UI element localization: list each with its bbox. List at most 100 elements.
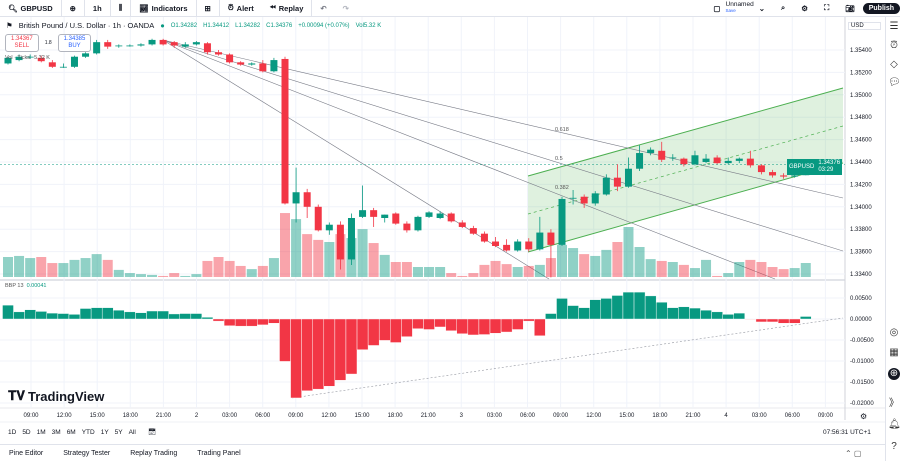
clock[interactable]: 07:56:31 UTC+1 bbox=[823, 429, 871, 436]
volume-bar bbox=[379, 254, 390, 277]
price-tick-label: 1.35000 bbox=[850, 93, 872, 99]
bbp-bar bbox=[744, 318, 757, 320]
tab-strategy-tester[interactable]: Strategy Tester bbox=[63, 449, 111, 457]
candle-body bbox=[436, 213, 444, 218]
range-button-5d[interactable]: 5D bbox=[22, 428, 31, 436]
compare-button[interactable]: ⊕ bbox=[62, 0, 85, 17]
bbp-bar bbox=[534, 318, 546, 336]
candle-body bbox=[569, 197, 577, 199]
bbp-bar bbox=[434, 318, 446, 328]
replay-button[interactable]: ⏪︎ Replay bbox=[262, 0, 313, 17]
candle-body bbox=[746, 158, 754, 166]
collapse-panel-icon[interactable]: ⌃ ▢ bbox=[845, 449, 862, 458]
bbp-bar bbox=[556, 298, 568, 320]
ohlc-volume: Vol5.32 K bbox=[355, 22, 382, 29]
candle-body bbox=[525, 241, 533, 250]
buy-label: BUY bbox=[68, 43, 81, 49]
channel-upper-line bbox=[527, 87, 844, 177]
buy-button[interactable]: 1.34385 BUY bbox=[57, 34, 92, 52]
channel-mid-line bbox=[527, 125, 844, 215]
bbp-tick-label: -0.02000 bbox=[850, 401, 874, 407]
price-tag-price: 1.34376 bbox=[818, 160, 841, 166]
candle-body bbox=[691, 155, 699, 165]
bbp-bar bbox=[656, 302, 668, 320]
publish-button[interactable]: Publish bbox=[862, 2, 900, 14]
price-tick-label: 1.34800 bbox=[850, 115, 872, 121]
tab-pine-editor[interactable]: Pine Editor bbox=[9, 449, 44, 457]
layout-menu[interactable]: ▢ Unnamed Save ⌄ bbox=[705, 0, 773, 17]
bbp-bar bbox=[234, 318, 247, 327]
range-button-6m[interactable]: 6M bbox=[66, 428, 76, 436]
quick-search-button[interactable]: ⌕ bbox=[773, 0, 793, 17]
range-button-1y[interactable]: 1Y bbox=[100, 428, 109, 436]
chevron-down-icon: ⌄ bbox=[758, 3, 765, 13]
candle-body bbox=[59, 66, 67, 68]
volume-bar bbox=[324, 242, 335, 277]
calendar-icon[interactable]: ▦ bbox=[889, 347, 899, 358]
broadcast-icon[interactable]: 》 bbox=[889, 398, 899, 409]
range-button-1m[interactable]: 1M bbox=[36, 428, 46, 436]
volume-bar bbox=[390, 262, 401, 277]
grid bbox=[0, 17, 885, 423]
bbp-tick-label: -0.01000 bbox=[850, 359, 874, 365]
tab-replay-trading[interactable]: Replay Trading bbox=[130, 449, 178, 457]
redo-button[interactable]: ↷ bbox=[335, 0, 357, 17]
price-tick-label: 1.33800 bbox=[850, 227, 872, 233]
bbp-bar bbox=[157, 310, 169, 320]
target-icon[interactable]: ◎ bbox=[889, 327, 899, 338]
candle-body bbox=[780, 175, 788, 177]
volume-bar bbox=[368, 243, 379, 277]
bbp-bar bbox=[68, 314, 81, 320]
price-tick-label: 1.33400 bbox=[850, 272, 872, 278]
goto-date-icon[interactable]: 📅︎ bbox=[147, 429, 157, 436]
fullscreen-button[interactable]: ⛶ bbox=[816, 0, 837, 17]
indicators-button[interactable]: 📈︎ Indicators bbox=[131, 0, 197, 17]
range-button-all[interactable]: All bbox=[128, 428, 136, 436]
chart-type-button[interactable]: ⫼ bbox=[111, 0, 132, 17]
bbp-bar bbox=[246, 318, 258, 327]
volume-bar bbox=[291, 219, 302, 277]
range-button-ytd[interactable]: YTD bbox=[81, 428, 95, 436]
bbp-bar bbox=[257, 318, 269, 326]
sell-button[interactable]: 1.34367 SELL bbox=[5, 34, 39, 52]
candle-body bbox=[126, 45, 134, 47]
bell-icon[interactable]: 🔔︎ bbox=[888, 419, 900, 430]
time-tick-label: 06:00 bbox=[520, 413, 536, 419]
tab-trading-panel[interactable]: Trading Panel bbox=[197, 449, 241, 457]
bbp-bar bbox=[600, 298, 613, 320]
volume-bar bbox=[667, 262, 678, 277]
currency-select[interactable]: USD bbox=[848, 22, 881, 30]
snapshot-button[interactable]: 📷︎ bbox=[837, 0, 863, 17]
globe-icon[interactable]: ⊕ bbox=[888, 368, 900, 380]
symbol-search[interactable]: 🔍︎ GBPUSD bbox=[0, 0, 62, 17]
axis-settings-icon[interactable]: ⚙︎ bbox=[860, 412, 868, 421]
range-button-3m[interactable]: 3M bbox=[51, 428, 61, 436]
range-button-1d[interactable]: 1D bbox=[8, 428, 17, 436]
axes: 1.35400 1.35200 1.35000 1.34800 1.34600 1.344… bbox=[23, 48, 874, 419]
time-tick-label: 3 bbox=[460, 413, 464, 419]
alerts-icon[interactable]: ⏰︎ bbox=[890, 40, 898, 51]
bbp-legend[interactable]: BBP 13 0.00041 bbox=[5, 283, 46, 289]
symbol-title[interactable]: British Pound / U.S. Dollar · 1h · OANDA bbox=[18, 20, 155, 30]
volume-bar bbox=[102, 259, 113, 277]
watchlist-icon[interactable]: ☰ bbox=[889, 21, 899, 32]
candle-body bbox=[270, 60, 278, 72]
layers-icon[interactable]: ◇ bbox=[890, 59, 898, 70]
fib-fan-line bbox=[162, 39, 776, 280]
redo-icon: ↷ bbox=[342, 3, 349, 13]
settings-button[interactable]: ⚙︎ bbox=[793, 0, 816, 17]
templates-button[interactable]: ⊞ bbox=[197, 0, 220, 17]
undo-button[interactable]: ↶ bbox=[312, 0, 334, 17]
help-icon[interactable]: ? bbox=[891, 441, 897, 452]
time-tick-label: 21:00 bbox=[421, 413, 437, 419]
volume-bar bbox=[357, 229, 368, 277]
volume-legend[interactable]: Vol · Ticks 5.32 K bbox=[5, 55, 50, 62]
candle-body bbox=[636, 153, 644, 169]
range-button-5y[interactable]: 5Y bbox=[114, 428, 123, 436]
chat-icon[interactable]: 💬︎ bbox=[888, 77, 900, 88]
interval-button[interactable]: 1h bbox=[85, 0, 111, 17]
alert-button[interactable]: ⏰︎ Alert bbox=[220, 0, 262, 17]
volume-bar bbox=[534, 264, 545, 277]
search-icon: 🔍︎ bbox=[8, 3, 18, 13]
